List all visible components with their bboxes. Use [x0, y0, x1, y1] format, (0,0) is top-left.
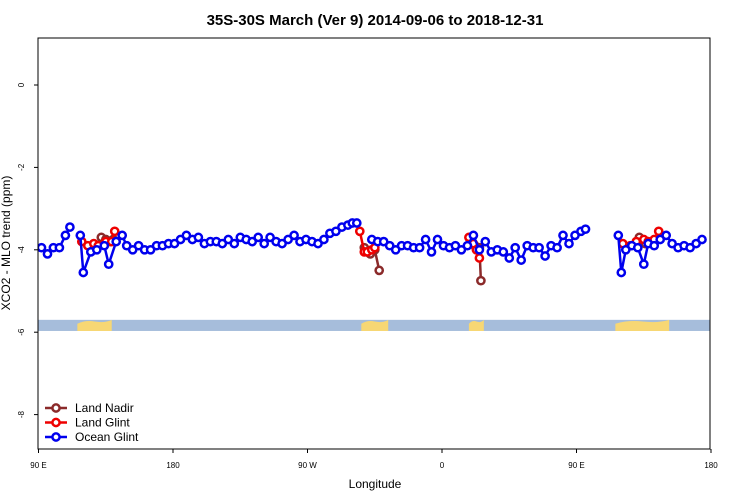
land-segment — [361, 319, 389, 331]
ocean-glint-point — [229, 238, 240, 249]
y-tick-label: 0 — [17, 82, 26, 87]
ocean-glint-point — [319, 234, 329, 245]
ocean-glint-point — [414, 242, 425, 253]
ocean-glint-point — [516, 255, 527, 265]
ocean-glint-point — [91, 244, 102, 255]
ocean-glint-point — [259, 238, 270, 249]
ocean-glint-point — [498, 247, 509, 257]
ocean-glint-point — [616, 267, 627, 278]
y-tick-label: -2 — [17, 163, 26, 171]
x-axis: 90 E 180 90 W 0 90 E 180 — [30, 449, 718, 470]
ocean-glint-point — [432, 234, 443, 245]
ocean-glint-point — [103, 259, 114, 270]
legend-land-nadir-marker — [51, 403, 61, 413]
ocean-glint-point — [649, 240, 660, 251]
ocean-glint-point — [534, 242, 544, 253]
ocean-glint-point — [60, 230, 71, 241]
ocean-glint-point — [117, 230, 128, 241]
land-segment — [77, 319, 112, 331]
legend-land-glint-label: Land Glint — [75, 416, 130, 430]
ocean-glint-point — [613, 230, 624, 241]
ocean-glint-point — [65, 222, 75, 232]
legend-land-glint-marker — [51, 417, 61, 428]
y-tick-label: -6 — [17, 328, 26, 336]
legend-ocean-glint-marker — [51, 432, 61, 442]
ocean-glint-point — [468, 230, 479, 241]
x-axis-label: Longitude — [349, 477, 402, 491]
land-band — [38, 319, 710, 331]
land-glint-point — [653, 226, 664, 237]
land-glint-point — [109, 226, 120, 237]
ocean-glint-point — [54, 242, 65, 253]
y-tick-label: -8 — [17, 410, 26, 418]
legend-land-nadir-label: Land Nadir — [75, 401, 134, 415]
ocean-glint-point — [638, 259, 649, 270]
ocean-glint-point — [552, 242, 562, 253]
land-nadir-point — [476, 275, 486, 286]
ocean-glint-point — [510, 242, 521, 253]
ocean-glint-point — [193, 232, 204, 243]
ocean-glint-point — [42, 249, 53, 259]
ocean-glint-point — [78, 267, 89, 278]
x-tick-label: 180 — [704, 461, 718, 470]
ocean-glint-point — [580, 224, 591, 235]
ocean-glint-point — [697, 234, 707, 245]
ocean-glint-point — [540, 251, 550, 261]
ocean-glint-point — [474, 244, 485, 255]
land-segment — [468, 319, 484, 331]
ocean-glint-point — [289, 230, 299, 241]
ocean-glint-point — [38, 242, 47, 253]
ocean-glint-point — [99, 240, 110, 251]
y-tick-label: -4 — [17, 246, 26, 254]
land-glint-point — [474, 253, 485, 263]
x-tick-label: 90 W — [298, 461, 317, 470]
ocean-glint-point — [253, 232, 264, 243]
ocean-glint-point — [661, 230, 672, 241]
ocean-glint-line — [79, 221, 357, 273]
ocean-glint-point — [111, 236, 122, 247]
ocean-glint-point — [564, 238, 574, 249]
ocean-glint-point — [504, 253, 515, 263]
ocean-glint-point — [75, 230, 86, 241]
x-tick-label: 90 E — [568, 461, 584, 470]
ocean-glint-point — [632, 242, 643, 253]
y-axis-label: XCO2 - MLO trend (ppm) — [0, 176, 13, 311]
land-glint-point — [354, 226, 365, 237]
y-axis: 0 -2 -4 -6 -8 — [17, 82, 38, 418]
land-nadir-point — [374, 265, 385, 276]
series-layer — [38, 218, 707, 286]
series-group — [38, 218, 707, 286]
land-segment — [615, 319, 670, 331]
ocean-glint-point — [480, 236, 491, 247]
plot-frame — [37, 37, 711, 450]
chart-title: 35S-30S March (Ver 9) 2014-09-06 to 2018… — [207, 12, 544, 29]
x-tick-label: 180 — [166, 461, 180, 470]
ocean-glint-point — [426, 247, 437, 257]
legend-ocean-glint-label: Ocean Glint — [75, 430, 139, 444]
ocean-glint-point — [462, 240, 473, 251]
ocean-glint-point — [351, 218, 362, 228]
x-tick-label: 90 E — [30, 461, 46, 470]
ocean-glint-point — [420, 234, 431, 245]
ocean-glint-point — [558, 230, 568, 241]
x-tick-label: 0 — [440, 461, 445, 470]
